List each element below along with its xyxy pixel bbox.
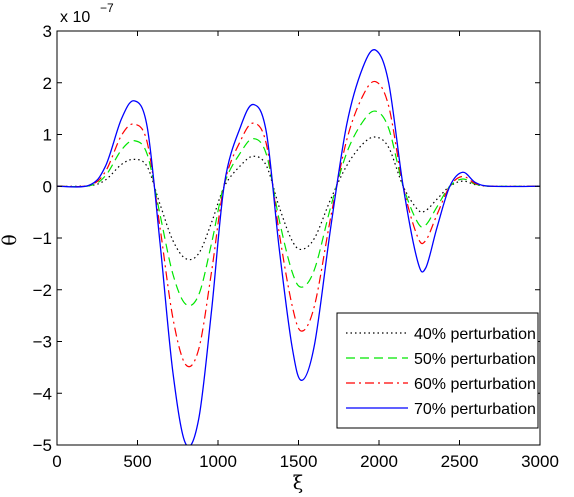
y-tick-label: −3 bbox=[33, 333, 52, 352]
y-tick-label: 1 bbox=[43, 126, 52, 145]
series-line-4 bbox=[57, 49, 540, 445]
x-tick-label: 1000 bbox=[199, 452, 237, 471]
y-exponent-power: −7 bbox=[100, 1, 114, 15]
x-tick-label: 0 bbox=[52, 452, 61, 471]
y-tick-label: −5 bbox=[33, 436, 52, 455]
y-tick-label: −1 bbox=[33, 229, 52, 248]
legend-label-3: 60% perturbation bbox=[414, 376, 536, 393]
x-tick-label: 2000 bbox=[360, 452, 398, 471]
y-tick-label: 3 bbox=[43, 22, 52, 41]
y-axis-label: θ bbox=[0, 234, 21, 245]
x-tick-label: 2500 bbox=[441, 452, 479, 471]
series-layer bbox=[57, 49, 540, 445]
legend: 40% perturbation 50% perturbation 60% pert… bbox=[336, 312, 539, 429]
legend-label-1: 40% perturbation bbox=[414, 326, 536, 343]
y-tick-label: −4 bbox=[33, 384, 52, 403]
legend-box bbox=[336, 312, 539, 429]
x-tick-label: 1500 bbox=[280, 452, 318, 471]
y-tick-label: 2 bbox=[43, 74, 52, 93]
series-line-2 bbox=[57, 110, 540, 307]
y-exponent: x 10 −7 bbox=[60, 1, 114, 26]
ticks-layer: 0 500 1000 1500 2000 2500 3000 −5 −4 −3 −2 −1 0 1 2 3 bbox=[33, 22, 559, 471]
y-tick-label: 0 bbox=[43, 177, 52, 196]
legend-label-2: 50% perturbation bbox=[414, 351, 536, 368]
x-tick-label: 3000 bbox=[521, 452, 559, 471]
y-tick-label: −2 bbox=[33, 281, 52, 300]
legend-label-4: 70% perturbation bbox=[414, 401, 536, 418]
series-line-1 bbox=[57, 136, 540, 261]
x-axis-label: ξ bbox=[293, 472, 303, 494]
y-exponent-base: x 10 bbox=[60, 9, 90, 26]
x-tick-label: 500 bbox=[123, 452, 151, 471]
